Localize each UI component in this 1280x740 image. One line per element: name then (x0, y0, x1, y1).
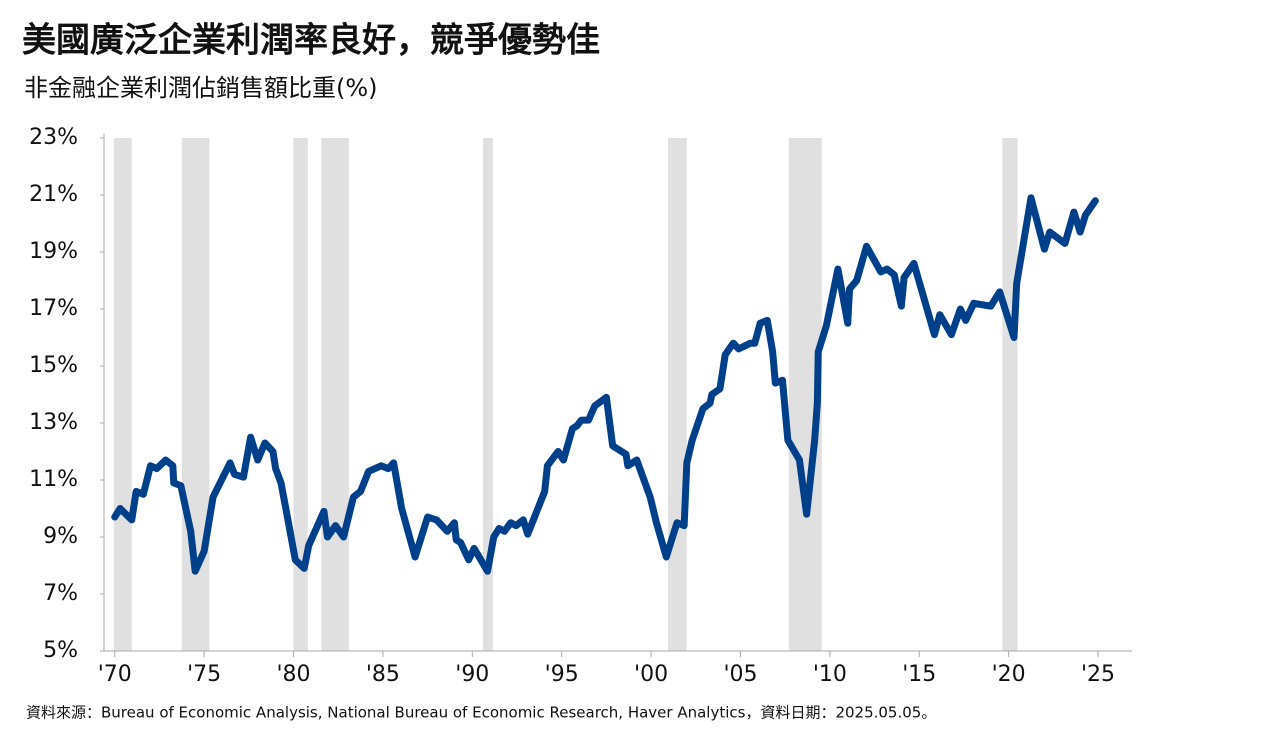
y-tick-label: 19% (29, 239, 78, 264)
x-tick-label: '00 (634, 662, 668, 687)
recession-band (483, 138, 493, 651)
recession-band (321, 138, 349, 651)
y-tick-label: 21% (29, 182, 78, 207)
x-tick-label: '95 (545, 662, 579, 687)
y-tick-label: 5% (43, 638, 78, 663)
x-tick-label: '15 (902, 662, 936, 687)
y-tick-label: 7% (43, 581, 78, 606)
x-tick-label: '05 (723, 662, 757, 687)
x-tick-label: '75 (187, 662, 221, 687)
chart-subtitle: 非金融企業利潤佔銷售額比重(%) (24, 74, 378, 102)
y-tick-label: 23% (29, 125, 78, 150)
recession-band (113, 138, 132, 651)
y-tick-label: 13% (29, 410, 78, 435)
x-tick-label: '25 (1081, 662, 1115, 687)
recession-band (1002, 138, 1018, 651)
x-tick-label: '10 (813, 662, 847, 687)
x-tick-label: '70 (98, 662, 132, 687)
x-tick-label: '90 (455, 662, 489, 687)
y-tick-label: 15% (29, 353, 78, 378)
recession-band (668, 138, 687, 651)
source-note: 資料來源：Bureau of Economic Analysis, Nation… (26, 704, 936, 722)
chart-title: 美國廣泛企業利潤率良好，競爭優勢佳 (22, 21, 600, 61)
data-line (111, 194, 1099, 575)
recession-band (293, 138, 308, 651)
x-tick-label: '85 (366, 662, 400, 687)
x-tick-label: '20 (992, 662, 1026, 687)
y-tick-label: 11% (29, 467, 78, 492)
y-tick-label: 17% (29, 296, 78, 321)
y-tick-label: 9% (43, 524, 78, 549)
x-tick-label: '80 (276, 662, 310, 687)
